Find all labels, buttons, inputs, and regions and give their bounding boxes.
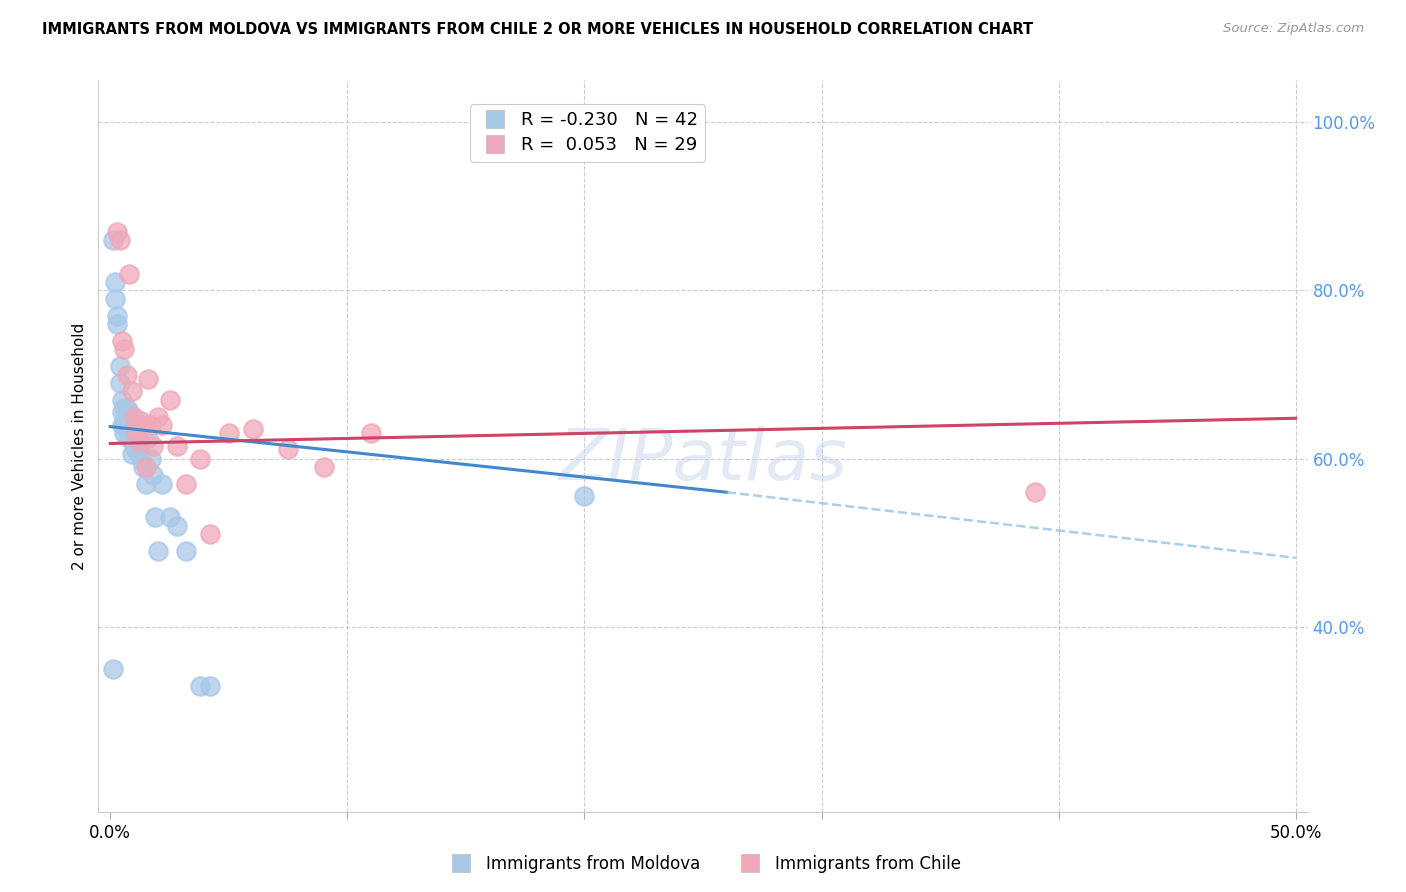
Point <box>114 401 136 416</box>
Point <box>121 417 143 432</box>
Point <box>159 392 181 407</box>
Point <box>143 510 166 524</box>
Point <box>166 439 188 453</box>
Point <box>174 476 197 491</box>
Point <box>132 460 155 475</box>
Point <box>111 392 134 407</box>
Point <box>152 476 174 491</box>
Point <box>118 267 141 281</box>
Point <box>129 414 152 428</box>
Point <box>190 679 212 693</box>
Point <box>104 275 127 289</box>
Point <box>242 422 264 436</box>
Point <box>159 510 181 524</box>
Point <box>190 451 212 466</box>
Point <box>574 490 596 504</box>
Point <box>105 309 128 323</box>
Point <box>136 431 159 445</box>
Point <box>122 409 145 424</box>
Point <box>218 426 240 441</box>
Point <box>135 476 157 491</box>
Point <box>122 439 145 453</box>
Point <box>121 384 143 399</box>
Y-axis label: 2 or more Vehicles in Household: 2 or more Vehicles in Household <box>72 322 87 570</box>
Point <box>129 434 152 449</box>
Point <box>122 422 145 436</box>
Point <box>360 426 382 441</box>
Point <box>115 422 138 436</box>
Point <box>125 443 148 458</box>
Point <box>312 460 335 475</box>
Point <box>121 447 143 461</box>
Point <box>142 439 165 453</box>
Legend: R = -0.230   N = 42, R =  0.053   N = 29: R = -0.230 N = 42, R = 0.053 N = 29 <box>470 104 704 161</box>
Point <box>105 225 128 239</box>
Point <box>114 426 136 441</box>
Point <box>128 422 150 436</box>
Point <box>101 233 124 247</box>
Point <box>1024 485 1046 500</box>
Point <box>146 409 169 424</box>
Point <box>125 426 148 441</box>
Point <box>125 417 148 432</box>
Text: ZIPatlas: ZIPatlas <box>558 426 848 495</box>
Point <box>128 443 150 458</box>
Point <box>115 368 138 382</box>
Point <box>135 460 157 475</box>
Point <box>136 372 159 386</box>
Point <box>142 468 165 483</box>
Point <box>101 662 124 676</box>
Point <box>132 417 155 432</box>
Point <box>129 451 152 466</box>
Point <box>146 544 169 558</box>
Point <box>198 527 221 541</box>
Point <box>108 359 131 373</box>
Point <box>108 376 131 390</box>
Point <box>114 414 136 428</box>
Text: IMMIGRANTS FROM MOLDOVA VS IMMIGRANTS FROM CHILE 2 OR MORE VEHICLES IN HOUSEHOLD: IMMIGRANTS FROM MOLDOVA VS IMMIGRANTS FR… <box>42 22 1033 37</box>
Point <box>152 417 174 432</box>
Point <box>277 442 299 456</box>
Point <box>111 334 134 348</box>
Text: Source: ZipAtlas.com: Source: ZipAtlas.com <box>1223 22 1364 36</box>
Point <box>128 434 150 449</box>
Point <box>174 544 197 558</box>
Point <box>104 292 127 306</box>
Point <box>118 431 141 445</box>
Point <box>118 405 141 419</box>
Legend: Immigrants from Moldova, Immigrants from Chile: Immigrants from Moldova, Immigrants from… <box>437 848 969 880</box>
Point <box>105 317 128 331</box>
Point <box>111 405 134 419</box>
Point <box>198 679 221 693</box>
Point <box>166 519 188 533</box>
Point <box>108 233 131 247</box>
Point <box>139 451 162 466</box>
Point <box>114 343 136 357</box>
Point <box>111 417 134 432</box>
Point <box>139 417 162 432</box>
Point <box>115 401 138 416</box>
